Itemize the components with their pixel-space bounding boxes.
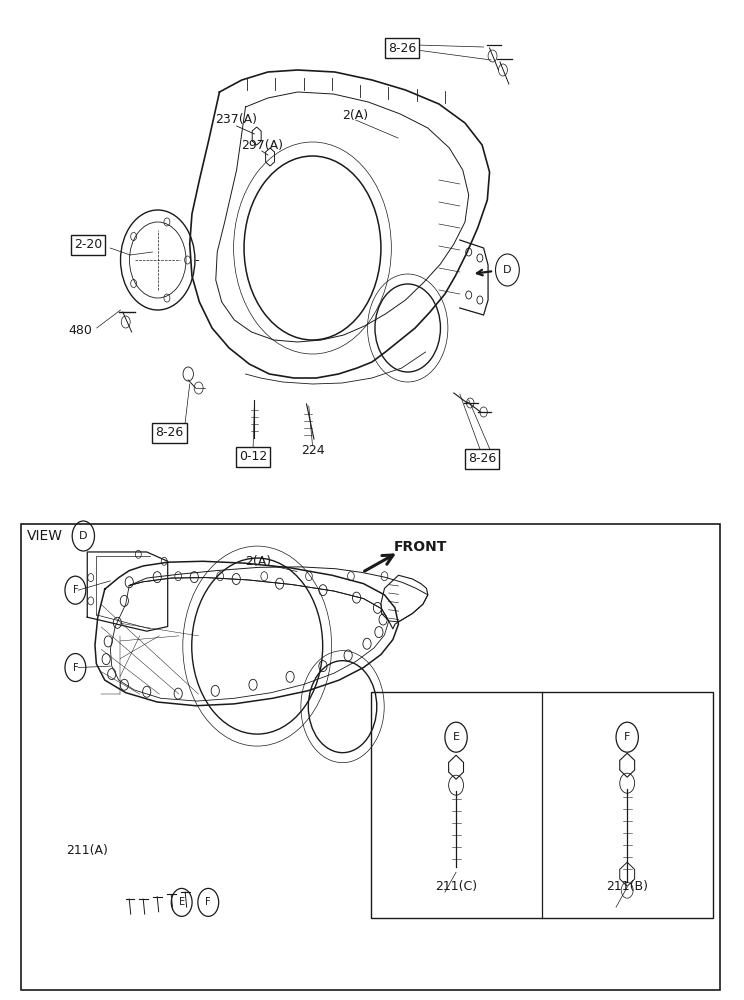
Text: 8-26: 8-26 xyxy=(155,426,184,440)
Text: 237(A): 237(A) xyxy=(216,113,257,126)
Text: F: F xyxy=(73,585,78,595)
Text: E: E xyxy=(179,897,185,907)
Text: D: D xyxy=(503,265,512,275)
Text: 2-20: 2-20 xyxy=(74,238,102,251)
Text: VIEW: VIEW xyxy=(27,529,62,543)
Bar xyxy=(21,524,720,990)
Bar xyxy=(371,692,713,918)
Text: 8-26: 8-26 xyxy=(468,452,496,466)
Text: FRONT: FRONT xyxy=(394,540,448,554)
Text: F: F xyxy=(624,732,630,742)
Text: 224: 224 xyxy=(301,444,324,456)
Text: D: D xyxy=(79,531,88,541)
Text: 211(C): 211(C) xyxy=(435,880,477,893)
Text: 211(A): 211(A) xyxy=(66,844,108,857)
Text: 8-26: 8-26 xyxy=(388,41,416,54)
Text: 2(A): 2(A) xyxy=(342,109,369,122)
Text: F: F xyxy=(73,663,78,673)
Text: 297(A): 297(A) xyxy=(241,138,283,151)
Text: 0-12: 0-12 xyxy=(239,450,267,464)
Text: 480: 480 xyxy=(68,324,92,336)
Text: F: F xyxy=(205,897,211,907)
Text: 2(A): 2(A) xyxy=(246,555,272,568)
Text: 211(B): 211(B) xyxy=(606,880,648,893)
Text: E: E xyxy=(452,732,460,742)
